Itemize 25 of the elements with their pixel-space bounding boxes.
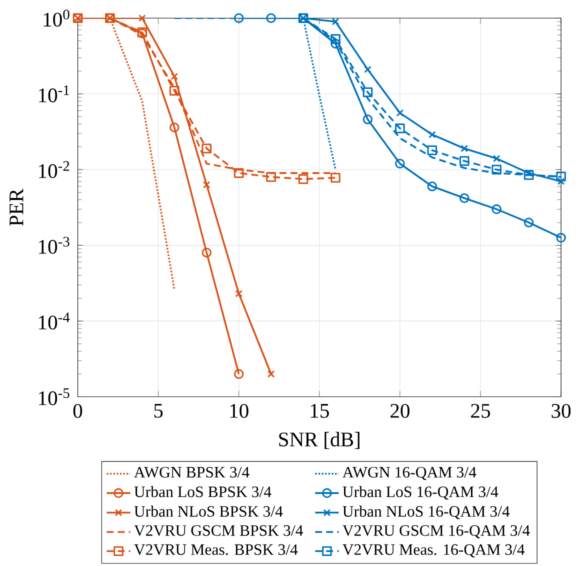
y-tick-label: 10$^{-5}$ [39, 388, 70, 406]
legend-label: AWGN BPSK 3/4 [134, 466, 250, 478]
x-tick-label: 30 [552, 404, 571, 418]
legend-label: V2VRU Meas. 16-QAM 3/4 [342, 544, 525, 558]
x-tick-label: 5 [154, 404, 163, 418]
x-tick-label: 10 [230, 404, 248, 418]
legend-label: Urban LoS 16-QAM 3/4 [342, 486, 498, 500]
x-tick-label: 25 [471, 404, 490, 418]
y-tick-label: 10$^{-4}$ [39, 312, 70, 330]
legend-label: Urban NLoS 16-QAM 3/4 [342, 505, 510, 519]
x-tick-label: 20 [390, 404, 410, 418]
legend-label: V2VRU GSCM 16-QAM 3/4 [342, 525, 530, 538]
y-tick-label: 10$^{-2}$ [39, 160, 70, 178]
y-axis-title: PER [10, 188, 24, 226]
x-tick-label: 0 [73, 404, 82, 418]
legend-label: V2VRU Meas. BPSK 3/4 [134, 544, 298, 555]
legend-label: AWGN 16-QAM 3/4 [342, 466, 476, 480]
x-axis-title: SNR [dB] [279, 432, 360, 449]
legend-label: Urban NLoS BPSK 3/4 [134, 505, 283, 517]
x-tick-label: 15 [310, 404, 329, 418]
y-tick-label: 10$^{-3}$ [39, 236, 70, 254]
y-tick-label: 10$^{0}$ [44, 9, 70, 26]
legend-label: V2VRU GSCM BPSK 3/4 [134, 525, 303, 536]
legend-label: Urban LoS BPSK 3/4 [134, 486, 272, 497]
y-tick-label: 10$^{-1}$ [39, 85, 70, 102]
